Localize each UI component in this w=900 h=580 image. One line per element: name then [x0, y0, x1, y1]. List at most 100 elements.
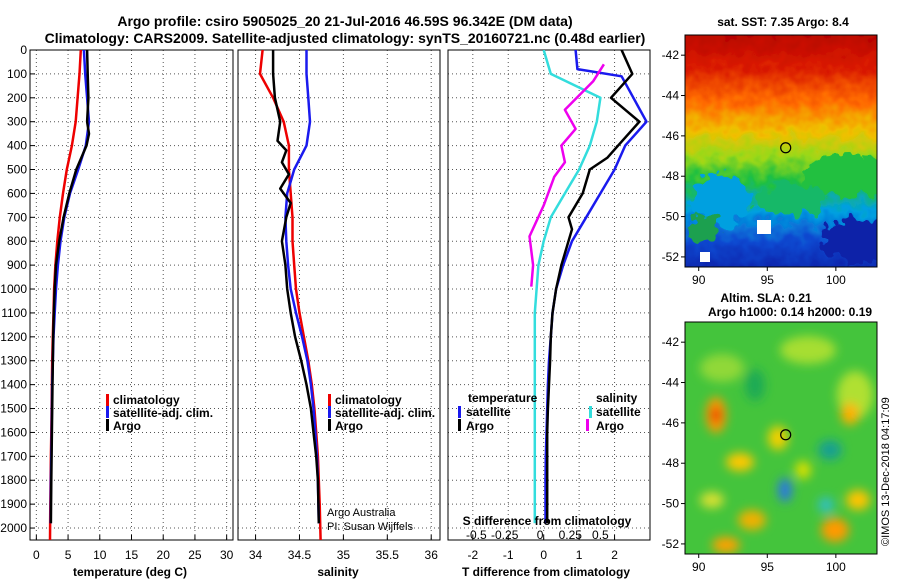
y-tick-label: 600: [7, 186, 27, 200]
depth-axis-ticks: 0 100 200 300 400 500 600 700 800 900 1000 1100 1200…: [0, 43, 35, 535]
salinity-grid: [238, 49, 440, 540]
difference-grid: [448, 49, 650, 540]
legend-swatch-sal-argo: [586, 419, 589, 431]
x-tick-label: 35.5: [376, 548, 400, 562]
map-x-tick-label: 90: [692, 560, 706, 574]
temperature-axis-ticks: 0 5 10 15 20 25 30: [33, 535, 234, 562]
salinity-panel: 34 34.5 35 35.5 36 salinity climatology sate…: [237, 49, 441, 579]
y-tick-label: 1000: [0, 282, 27, 296]
sst-map-axis-ticks: 90 95 100 -42 -44 -46 -48 -50 -52: [662, 48, 847, 287]
map-y-tick-label: -48: [662, 456, 680, 470]
temperature-panel: 0100200300400500600700800900100011001200…: [0, 43, 233, 579]
y-tick-label: 900: [7, 258, 27, 272]
map-y-tick-label: -50: [662, 210, 680, 224]
s-difference-xlabel: S difference from climatology: [463, 514, 632, 528]
sla-map-axis-ticks: 90 95 100 -42 -44 -46 -48 -50 -52: [662, 335, 847, 574]
x-tick-label: 5: [65, 548, 72, 562]
legend-swatch-temp-argo: [458, 419, 461, 431]
map-y-tick-label: -48: [662, 169, 680, 183]
legend-label-climatology: climatology: [335, 393, 402, 407]
credit-pi: PI: Susan Wijffels: [327, 521, 413, 533]
legend-label-argo: Argo: [335, 419, 363, 433]
map-y-tick-label: -44: [662, 89, 680, 103]
x-tick-label: 0: [33, 548, 40, 562]
legend-swatch-temp-satellite: [458, 406, 461, 418]
x-tick-label: 30: [220, 548, 234, 562]
sla-map-image: [685, 322, 877, 554]
series-line-satellite-adj-clim-: [284, 50, 321, 524]
salinity-axes-frame: [237, 49, 441, 541]
legend-label-temp-satellite: satellite: [466, 405, 511, 419]
x-tick-label: 25: [188, 548, 202, 562]
map-y-tick-label: -52: [662, 537, 680, 551]
legend-swatch-argo: [328, 419, 331, 431]
s-tick-label: 0.25: [559, 528, 583, 542]
series-line-temperature-argo: [545, 50, 641, 524]
series-line-salinity-argo: [528, 63, 605, 287]
series-line-salinity-satellite: [533, 50, 602, 524]
series-line-argo: [271, 50, 321, 524]
y-tick-label: 1500: [0, 402, 27, 416]
sst-map-title: sat. SST: 7.35 Argo: 8.4: [717, 15, 849, 29]
legend-heading-salinity: salinity: [596, 391, 638, 405]
y-tick-label: 200: [7, 91, 27, 105]
y-tick-label: 1700: [0, 449, 27, 463]
y-tick-label: 1300: [0, 354, 27, 368]
sst-map-frame: [684, 34, 878, 268]
y-tick-label: 1100: [1, 306, 27, 320]
map-x-tick-label: 100: [826, 273, 846, 287]
x-tick-label: 1: [576, 548, 583, 562]
salinity-legend: climatology satellite-adj. clim. Argo: [328, 393, 435, 433]
map-y-tick-label: -46: [662, 129, 680, 143]
map-y-tick-label: -50: [662, 497, 680, 511]
y-tick-label: 1200: [0, 330, 27, 344]
sla-map-title: Altim. SLA: 0.21: [720, 291, 812, 305]
map-y-tick-label: -42: [662, 48, 680, 62]
s-tick-label: 0: [537, 528, 544, 542]
salinity-axis-ticks: 34 34.5 35 35.5 36: [249, 535, 438, 562]
sla-map-subtitle: Argo h1000: 0.14 h2000: 0.19: [708, 305, 872, 319]
difference-series: [528, 50, 648, 524]
temperature-grid: [30, 49, 233, 540]
argo-float-marker: [780, 142, 792, 154]
difference-legend-temperature: temperature satellite Argo: [458, 391, 538, 433]
map-x-tick-label: 95: [761, 273, 775, 287]
sla-map-panel: Altim. SLA: 0.21 Argo h1000: 0.14 h2000:…: [662, 291, 878, 574]
x-tick-label: -1: [503, 548, 514, 562]
map-y-tick-label: -42: [662, 335, 680, 349]
temperature-xlabel: temperature (deg C): [73, 565, 187, 579]
x-tick-label: 34.5: [288, 548, 312, 562]
y-tick-label: 2000: [0, 521, 27, 535]
y-tick-label: 1600: [0, 425, 27, 439]
legend-swatch-satellite: [328, 406, 331, 418]
t-difference-xlabel: T difference from climatology: [462, 565, 630, 579]
legend-swatch-climatology: [328, 394, 331, 406]
salinity-xlabel: salinity: [317, 565, 359, 579]
x-tick-label: 36: [425, 548, 439, 562]
map-x-tick-label: 95: [761, 560, 775, 574]
x-tick-label: 35: [337, 548, 351, 562]
y-tick-label: 0: [20, 43, 27, 57]
map-y-tick-label: -52: [662, 250, 680, 264]
legend-label-sal-satellite: satellite: [596, 405, 641, 419]
x-tick-label: 0: [540, 548, 547, 562]
legend-label-argo: Argo: [113, 419, 141, 433]
y-tick-label: 800: [7, 234, 27, 248]
legend-swatch-climatology: [106, 394, 109, 406]
argo-float-marker: [780, 429, 792, 441]
legend-label-climatology: climatology: [113, 393, 180, 407]
y-tick-label: 400: [7, 139, 27, 153]
temperature-series: [48, 50, 91, 540]
x-tick-label: 10: [93, 548, 107, 562]
sla-map-frame: [684, 321, 878, 555]
s-difference-axis-ticks: -0.5 -0.25 0 0.25 0.5: [466, 528, 609, 542]
x-tick-label: 34: [249, 548, 263, 562]
temperature-legend: climatology satellite-adj. clim. Argo: [106, 393, 213, 433]
legend-label-sal-argo: Argo: [596, 419, 624, 433]
s-tick-label: -0.5: [466, 528, 487, 542]
sst-map-image: [685, 35, 877, 267]
x-tick-label: 2: [611, 548, 618, 562]
y-tick-label: 1800: [0, 473, 27, 487]
map-y-tick-label: -44: [662, 376, 680, 390]
difference-axes-frame: [447, 49, 651, 541]
